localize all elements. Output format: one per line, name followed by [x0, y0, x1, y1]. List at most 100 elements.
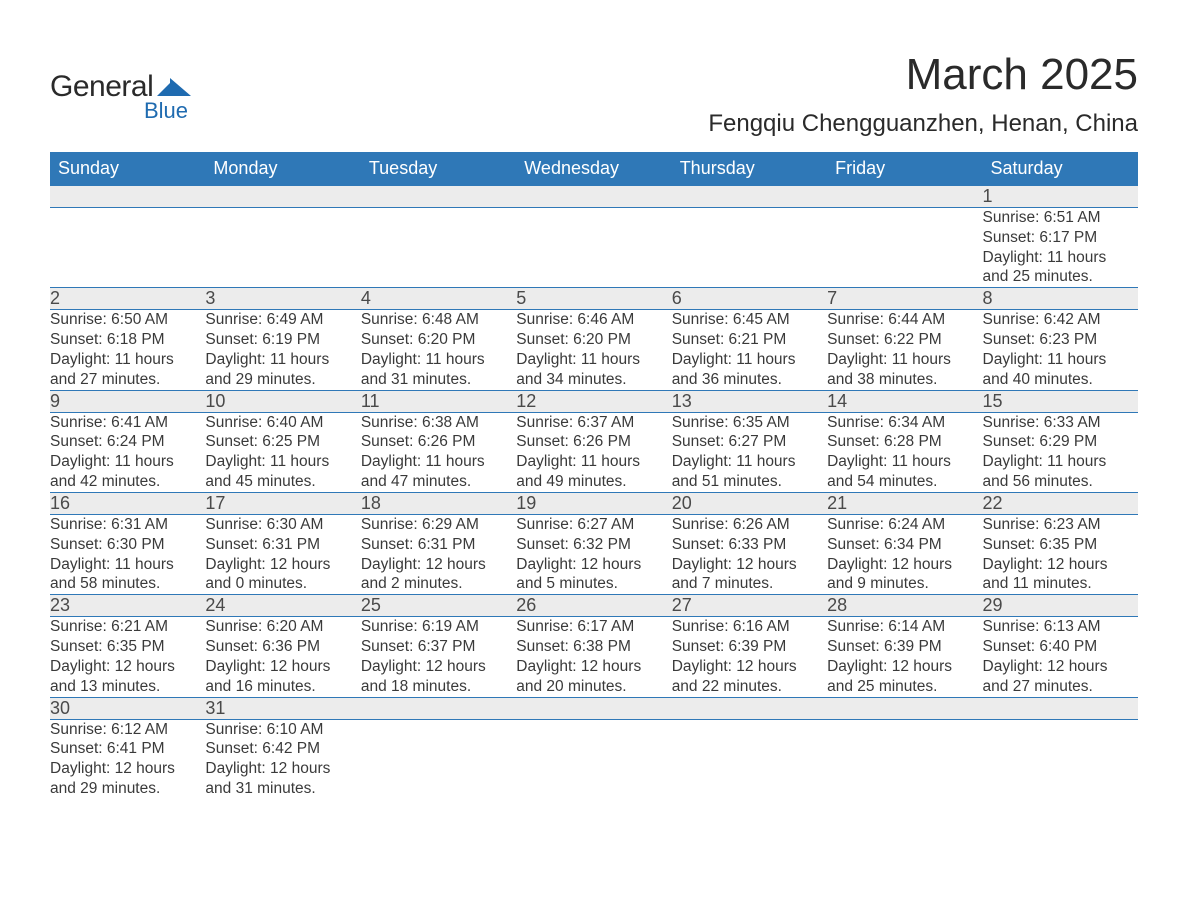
- day-details-cell: Sunrise: 6:26 AMSunset: 6:33 PMDaylight:…: [672, 514, 827, 594]
- day-number-cell: 14: [827, 390, 982, 412]
- day-details-cell: [672, 719, 827, 799]
- brand-logo: General Blue: [50, 50, 191, 124]
- day-number-row: 3031: [50, 697, 1138, 719]
- day-details-cell: Sunrise: 6:20 AMSunset: 6:36 PMDaylight:…: [205, 617, 360, 697]
- day-number-cell: 11: [361, 390, 516, 412]
- month-title: March 2025: [708, 50, 1138, 100]
- day-number-cell: 31: [205, 697, 360, 719]
- day-details-cell: Sunrise: 6:38 AMSunset: 6:26 PMDaylight:…: [361, 412, 516, 492]
- day-details-cell: Sunrise: 6:44 AMSunset: 6:22 PMDaylight:…: [827, 310, 982, 390]
- day-number-cell: [672, 697, 827, 719]
- day-details-row: Sunrise: 6:12 AMSunset: 6:41 PMDaylight:…: [50, 719, 1138, 799]
- day-number-cell: 19: [516, 492, 671, 514]
- day-details-cell: Sunrise: 6:13 AMSunset: 6:40 PMDaylight:…: [983, 617, 1138, 697]
- day-number-cell: 18: [361, 492, 516, 514]
- day-number-cell: 30: [50, 697, 205, 719]
- title-block: March 2025 Fengqiu Chengguanzhen, Henan,…: [708, 50, 1138, 146]
- day-number-cell: 27: [672, 595, 827, 617]
- day-number-row: 16171819202122: [50, 492, 1138, 514]
- day-number-cell: [205, 186, 360, 208]
- weekday-header: Monday: [205, 152, 360, 186]
- day-number-row: 9101112131415: [50, 390, 1138, 412]
- location: Fengqiu Chengguanzhen, Henan, China: [708, 110, 1138, 138]
- day-details-cell: Sunrise: 6:31 AMSunset: 6:30 PMDaylight:…: [50, 514, 205, 594]
- day-number-cell: [827, 186, 982, 208]
- weekday-header: Saturday: [983, 152, 1138, 186]
- weekday-header: Wednesday: [516, 152, 671, 186]
- day-details-cell: Sunrise: 6:12 AMSunset: 6:41 PMDaylight:…: [50, 719, 205, 799]
- day-details-cell: Sunrise: 6:21 AMSunset: 6:35 PMDaylight:…: [50, 617, 205, 697]
- weekday-header: Friday: [827, 152, 982, 186]
- day-number-cell: 21: [827, 492, 982, 514]
- day-number-cell: [827, 697, 982, 719]
- day-details-row: Sunrise: 6:41 AMSunset: 6:24 PMDaylight:…: [50, 412, 1138, 492]
- day-details-row: Sunrise: 6:50 AMSunset: 6:18 PMDaylight:…: [50, 310, 1138, 390]
- day-number-cell: 1: [983, 186, 1138, 208]
- day-number-cell: [516, 186, 671, 208]
- day-number-cell: [672, 186, 827, 208]
- day-details-row: Sunrise: 6:31 AMSunset: 6:30 PMDaylight:…: [50, 514, 1138, 594]
- day-details-cell: Sunrise: 6:40 AMSunset: 6:25 PMDaylight:…: [205, 412, 360, 492]
- day-number-cell: 25: [361, 595, 516, 617]
- day-details-cell: Sunrise: 6:23 AMSunset: 6:35 PMDaylight:…: [983, 514, 1138, 594]
- day-details-cell: Sunrise: 6:10 AMSunset: 6:42 PMDaylight:…: [205, 719, 360, 799]
- day-details-cell: [205, 208, 360, 288]
- calendar-table: SundayMondayTuesdayWednesdayThursdayFrid…: [50, 152, 1138, 799]
- day-details-cell: Sunrise: 6:16 AMSunset: 6:39 PMDaylight:…: [672, 617, 827, 697]
- day-details-cell: Sunrise: 6:49 AMSunset: 6:19 PMDaylight:…: [205, 310, 360, 390]
- day-details-cell: Sunrise: 6:41 AMSunset: 6:24 PMDaylight:…: [50, 412, 205, 492]
- day-details-cell: Sunrise: 6:48 AMSunset: 6:20 PMDaylight:…: [361, 310, 516, 390]
- day-details-cell: [361, 719, 516, 799]
- day-details-cell: Sunrise: 6:30 AMSunset: 6:31 PMDaylight:…: [205, 514, 360, 594]
- day-number-cell: 26: [516, 595, 671, 617]
- day-details-row: Sunrise: 6:51 AMSunset: 6:17 PMDaylight:…: [50, 208, 1138, 288]
- day-number-cell: 28: [827, 595, 982, 617]
- day-number-cell: 13: [672, 390, 827, 412]
- day-details-cell: Sunrise: 6:46 AMSunset: 6:20 PMDaylight:…: [516, 310, 671, 390]
- day-details-cell: Sunrise: 6:50 AMSunset: 6:18 PMDaylight:…: [50, 310, 205, 390]
- day-number-cell: 7: [827, 288, 982, 310]
- day-number-cell: 10: [205, 390, 360, 412]
- day-number-cell: 17: [205, 492, 360, 514]
- weekday-header: Sunday: [50, 152, 205, 186]
- day-details-cell: Sunrise: 6:51 AMSunset: 6:17 PMDaylight:…: [983, 208, 1138, 288]
- day-number-row: 1: [50, 186, 1138, 208]
- day-number-cell: 3: [205, 288, 360, 310]
- day-number-cell: 20: [672, 492, 827, 514]
- day-details-cell: Sunrise: 6:27 AMSunset: 6:32 PMDaylight:…: [516, 514, 671, 594]
- day-details-row: Sunrise: 6:21 AMSunset: 6:35 PMDaylight:…: [50, 617, 1138, 697]
- weekday-header: Tuesday: [361, 152, 516, 186]
- day-details-cell: Sunrise: 6:19 AMSunset: 6:37 PMDaylight:…: [361, 617, 516, 697]
- day-number-cell: 5: [516, 288, 671, 310]
- day-details-cell: Sunrise: 6:33 AMSunset: 6:29 PMDaylight:…: [983, 412, 1138, 492]
- day-details-cell: Sunrise: 6:17 AMSunset: 6:38 PMDaylight:…: [516, 617, 671, 697]
- day-number-cell: 29: [983, 595, 1138, 617]
- day-number-cell: 9: [50, 390, 205, 412]
- day-details-cell: Sunrise: 6:24 AMSunset: 6:34 PMDaylight:…: [827, 514, 982, 594]
- day-details-cell: [361, 208, 516, 288]
- day-details-cell: [516, 208, 671, 288]
- day-number-cell: 16: [50, 492, 205, 514]
- day-number-cell: [516, 697, 671, 719]
- day-number-cell: 6: [672, 288, 827, 310]
- day-details-cell: Sunrise: 6:42 AMSunset: 6:23 PMDaylight:…: [983, 310, 1138, 390]
- day-number-cell: 23: [50, 595, 205, 617]
- day-details-cell: Sunrise: 6:14 AMSunset: 6:39 PMDaylight:…: [827, 617, 982, 697]
- day-number-cell: 12: [516, 390, 671, 412]
- day-details-cell: [827, 719, 982, 799]
- brand-name-b: Blue: [144, 98, 188, 124]
- day-details-cell: [516, 719, 671, 799]
- day-number-cell: 24: [205, 595, 360, 617]
- day-number-cell: 2: [50, 288, 205, 310]
- day-details-cell: Sunrise: 6:45 AMSunset: 6:21 PMDaylight:…: [672, 310, 827, 390]
- day-number-cell: 8: [983, 288, 1138, 310]
- day-details-cell: [983, 719, 1138, 799]
- brand-name-a: General: [50, 70, 153, 104]
- day-number-cell: 15: [983, 390, 1138, 412]
- day-details-cell: Sunrise: 6:37 AMSunset: 6:26 PMDaylight:…: [516, 412, 671, 492]
- day-number-cell: 22: [983, 492, 1138, 514]
- day-number-cell: [983, 697, 1138, 719]
- day-number-cell: [361, 186, 516, 208]
- day-number-cell: 4: [361, 288, 516, 310]
- day-details-cell: [50, 208, 205, 288]
